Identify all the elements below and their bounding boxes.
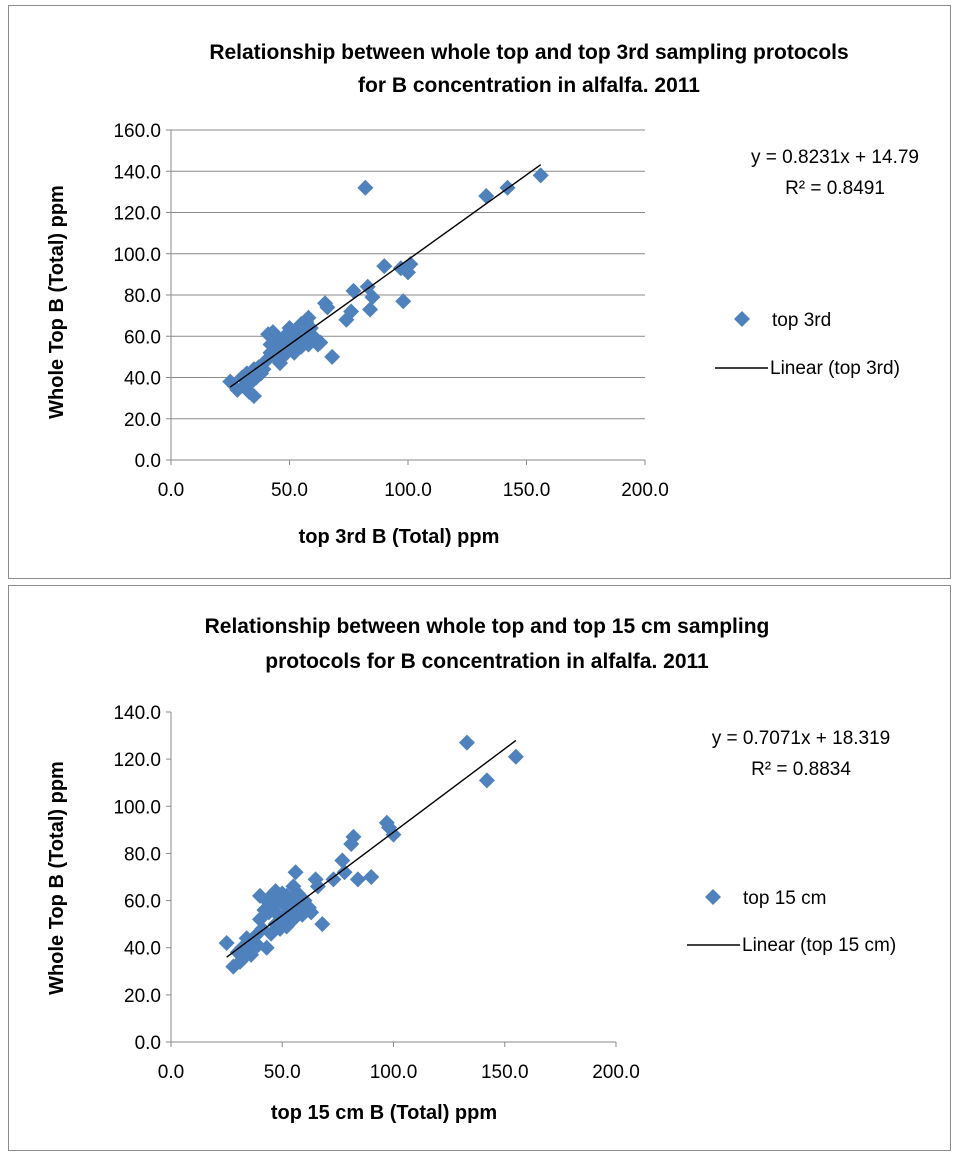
data-point (362, 301, 379, 318)
plot-area: 0.0 20.0 40.0 60.0 80.0 100.0 120.0 140.0 160.0 0… (113, 121, 668, 501)
y-tick-label: 140.0 (113, 703, 161, 724)
y-tick-label: 80.0 (124, 286, 161, 307)
x-tick-label: 50.0 (271, 480, 308, 501)
trendline-equation: y = 0.7071x + 18.319 (712, 728, 891, 749)
data-point (395, 293, 412, 310)
chart-title-line-1: Relationship between whole top and top 1… (205, 615, 770, 638)
legend-marker-diamond (734, 311, 750, 327)
y-tick-label: 120.0 (113, 204, 161, 225)
legend-marker-diamond (705, 889, 721, 905)
chart-title-line-2: protocols for B concentration in alfalfa… (265, 650, 709, 673)
y-tick-label: 60.0 (124, 892, 161, 913)
data-point (363, 869, 380, 885)
data-point (243, 946, 260, 963)
x-tick-label: 50.0 (264, 1062, 301, 1083)
data-point (324, 348, 341, 365)
data-point (245, 388, 262, 405)
data-point (478, 772, 495, 789)
trendline-equation: y = 0.8231x + 14.79 (751, 147, 919, 168)
y-tick-label: 40.0 (124, 939, 161, 960)
data-point (319, 299, 336, 316)
x-axis-title: top 3rd B (Total) ppm (299, 526, 500, 548)
chart-panel-top-15cm: Relationship between whole top and top 1… (8, 585, 951, 1151)
x-tick-label: 100.0 (370, 1062, 418, 1083)
y-tick-label: 100.0 (113, 797, 161, 818)
x-axis-title: top 15 cm B (Total) ppm (271, 1102, 497, 1124)
data-point (218, 935, 235, 951)
data-point (254, 920, 271, 937)
legend: top 3rd Linear (top 3rd) (715, 310, 900, 379)
data-point (241, 383, 258, 400)
legend-label-series: top 15 cm (743, 888, 826, 909)
data-point (357, 179, 374, 196)
trendline (226, 739, 517, 958)
data-point (507, 748, 524, 765)
trendline (229, 164, 542, 388)
y-axis-title: Whole Top B (Total) ppm (46, 761, 68, 995)
chart-panel-top-3rd: Relationship between whole top and top 3… (8, 5, 951, 579)
data-point (345, 828, 362, 845)
data-point (307, 871, 324, 888)
data-point (364, 289, 381, 306)
y-tick-label: 160.0 (113, 121, 161, 142)
data-point (314, 916, 331, 933)
y-tick-label: 140.0 (113, 162, 161, 183)
legend-label-trendline: Linear (top 3rd) (770, 358, 900, 379)
y-tick-label: 40.0 (124, 369, 161, 390)
data-point (343, 303, 360, 320)
chart-title-line-1: Relationship between whole top and top 3… (209, 41, 848, 64)
r-squared: R² = 0.8491 (785, 178, 885, 199)
data-point (252, 887, 268, 904)
data-point (278, 887, 295, 904)
y-tick-label: 0.0 (135, 451, 161, 472)
data-point (258, 939, 275, 956)
data-point (285, 878, 302, 895)
y-tick-label: 120.0 (113, 750, 161, 771)
y-tick-label: 20.0 (124, 986, 161, 1007)
data-point (249, 937, 266, 954)
data-point (263, 925, 280, 942)
x-tick-label: 200.0 (592, 1062, 640, 1083)
data-point (287, 864, 304, 881)
x-tick-label: 150.0 (481, 1062, 529, 1083)
data-point (309, 878, 326, 895)
chart-title-line-2: for B concentration in alfalfa. 2011 (358, 74, 700, 97)
data-point (336, 864, 353, 881)
scatter-chart-top-3rd: Relationship between whole top and top 3… (46, 41, 919, 548)
x-tick-label: 100.0 (384, 480, 432, 501)
data-point (334, 852, 351, 869)
y-tick-label: 80.0 (124, 844, 161, 865)
y-tick-label: 100.0 (113, 245, 161, 266)
legend: top 15 cm Linear (top 15 cm) (687, 888, 896, 956)
data-point (458, 734, 475, 751)
y-tick-label: 20.0 (124, 410, 161, 431)
data-point (312, 334, 329, 351)
data-point (325, 871, 342, 888)
data-point (236, 949, 253, 966)
x-tick-label: 0.0 (158, 1062, 184, 1083)
x-tick-label: 200.0 (621, 480, 669, 501)
data-point (532, 167, 549, 184)
data-point (303, 904, 320, 921)
data-point (243, 373, 260, 390)
x-tick-label: 0.0 (158, 480, 184, 501)
legend-label-trendline: Linear (top 15 cm) (742, 935, 896, 956)
x-tick-label: 150.0 (503, 480, 551, 501)
scatter-chart-top-15cm: Relationship between whole top and top 1… (46, 615, 896, 1124)
y-axis-title: Whole Top B (Total) ppm (46, 185, 68, 419)
plot-area: 0.0 20.0 40.0 60.0 80.0 100.0 120.0 140.0 0.0 50.… (113, 703, 639, 1083)
data-point (478, 188, 495, 204)
data-point (345, 282, 362, 299)
data-point (225, 958, 242, 975)
legend-label-series: top 3rd (772, 310, 831, 331)
data-point (385, 826, 402, 843)
data-point (376, 258, 393, 275)
r-squared: R² = 0.8834 (751, 759, 851, 780)
y-tick-label: 60.0 (124, 327, 161, 348)
data-point (349, 871, 366, 888)
y-tick-label: 0.0 (135, 1033, 161, 1054)
